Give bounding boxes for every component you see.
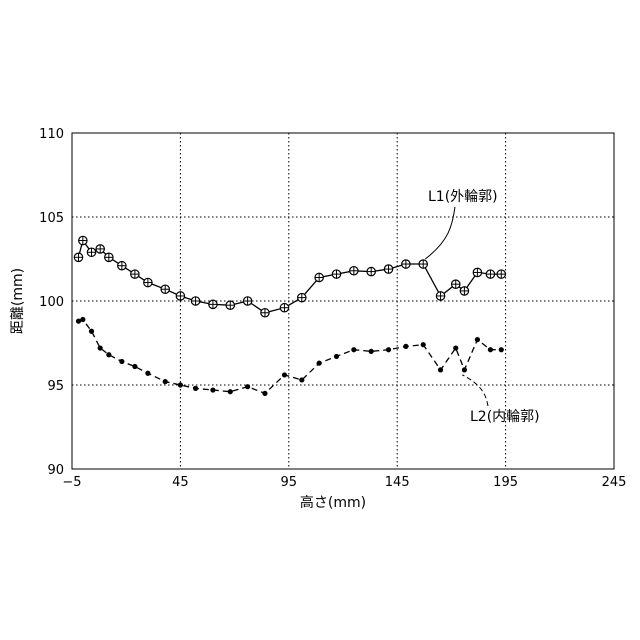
y-tick-label: 110 [39,127,64,142]
data-point [243,297,251,305]
data-point [488,347,493,352]
data-point [332,270,340,278]
data-point [419,260,427,268]
data-point [74,253,82,261]
x-axis-label: 高さ(mm) [300,494,366,511]
y-tick-label: 95 [47,379,64,394]
data-point [350,267,358,275]
x-tick-label: 45 [172,475,189,490]
data-point [226,301,234,309]
data-point [131,270,139,278]
data-point [228,389,233,394]
data-point [193,386,198,391]
x-tick-label: 195 [493,475,518,490]
data-point [80,317,85,322]
x-tick-label: −5 [62,475,81,490]
data-point [403,344,408,349]
data-point [98,345,103,350]
data-point [369,349,374,354]
data-point [176,292,184,300]
data-point [497,270,505,278]
x-tick-label: 95 [281,475,298,490]
data-point [315,273,323,281]
data-point [462,367,467,372]
data-point [453,345,458,350]
data-point [299,377,304,382]
data-point [298,293,306,301]
data-point [96,245,104,253]
data-point [261,309,269,317]
data-point [367,267,375,275]
data-point [119,359,124,364]
data-point [473,268,481,276]
y-tick-label: 105 [39,211,64,226]
y-tick-label: 100 [39,295,64,310]
x-tick-label: 245 [602,475,627,490]
data-point [452,280,460,288]
data-point [209,300,217,308]
data-point [282,372,287,377]
data-point [262,391,267,396]
data-point [118,262,126,270]
data-point [210,387,215,392]
data-point [499,347,504,352]
x-tick-label: 145 [385,475,410,490]
data-point [145,371,150,376]
data-point [386,347,391,352]
data-point [79,236,87,244]
annotation-l2: L2(内輪郭) [470,408,540,425]
data-point [351,347,356,352]
y-axis-label: 距離(mm) [9,268,26,334]
data-point [105,253,113,261]
data-point [438,367,443,372]
data-point [402,260,410,268]
data-point [436,292,444,300]
data-point [132,364,137,369]
data-point [163,379,168,384]
y-tick-label: 90 [47,463,64,478]
data-point [178,382,183,387]
data-point [191,297,199,305]
data-point [89,329,94,334]
data-point [317,361,322,366]
data-point [421,342,426,347]
data-point [384,265,392,273]
data-point [460,287,468,295]
data-point [486,270,494,278]
data-point [280,304,288,312]
data-point [334,354,339,359]
data-point [245,384,250,389]
data-point [144,278,152,286]
annotation-l1: L1(外輪郭) [428,188,498,205]
data-point [87,248,95,256]
data-point [106,352,111,357]
data-point [475,337,480,342]
data-point [161,285,169,293]
